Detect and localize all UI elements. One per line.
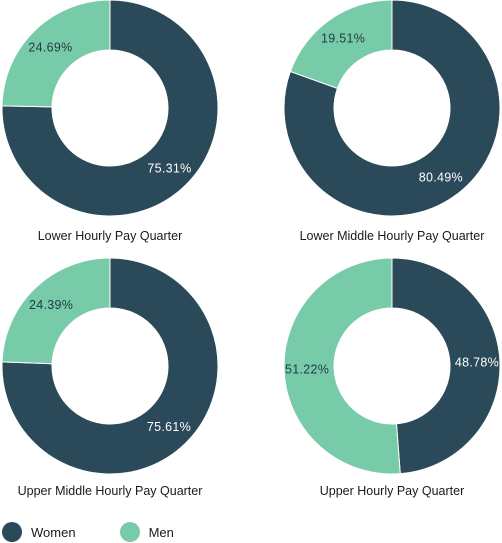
slice-label-women: 80.49% — [419, 171, 463, 185]
donut-chart-lower-hourly-pay-quarter: 75.31% 24.69% Lower Hourly Pay Quarter — [1, 0, 219, 243]
slice-men[interactable] — [1, 257, 111, 365]
slice-women[interactable] — [1, 0, 219, 217]
chart-title: Upper Middle Hourly Pay Quarter — [18, 484, 203, 498]
chart-title: Upper Hourly Pay Quarter — [320, 484, 465, 498]
chart-legend: Women Men — [2, 521, 218, 543]
chart-title: Lower Hourly Pay Quarter — [38, 229, 183, 243]
chart-title: Lower Middle Hourly Pay Quarter — [300, 229, 485, 243]
slice-label-men: 19.51% — [321, 31, 365, 45]
legend-label-men: Men — [148, 524, 174, 540]
slice-men[interactable] — [1, 0, 111, 108]
slice-women[interactable] — [283, 0, 501, 217]
legend-item-men[interactable]: Men — [119, 522, 174, 542]
slice-label-men: 51.22% — [285, 362, 329, 376]
legend-label-women: Women — [31, 524, 76, 540]
slice-label-women: 75.31% — [147, 162, 191, 176]
slice-women[interactable] — [1, 257, 219, 475]
slice-label-women: 75.61% — [147, 420, 191, 434]
slice-women[interactable] — [391, 257, 501, 475]
slice-men[interactable] — [283, 257, 401, 475]
donut-chart-upper-hourly-pay-quarter: 48.78% 51.22% Upper Hourly Pay Quarter — [283, 257, 501, 498]
slice-men[interactable] — [289, 0, 393, 90]
legend-swatch-women — [2, 522, 22, 542]
slice-label-women: 48.78% — [455, 356, 499, 370]
slice-label-men: 24.39% — [29, 298, 73, 312]
donut-chart-lower-middle-hourly-pay-quarter: 80.49% 19.51% Lower Middle Hourly Pay Quar… — [283, 0, 501, 243]
slice-label-men: 24.69% — [28, 40, 72, 54]
legend-item-women[interactable]: Women — [2, 522, 76, 542]
legend-swatch-men — [119, 522, 140, 542]
donut-chart-upper-middle-hourly-pay-quarter: 75.61% 24.39% Upper Middle Hourly Pay Quar… — [1, 257, 219, 498]
